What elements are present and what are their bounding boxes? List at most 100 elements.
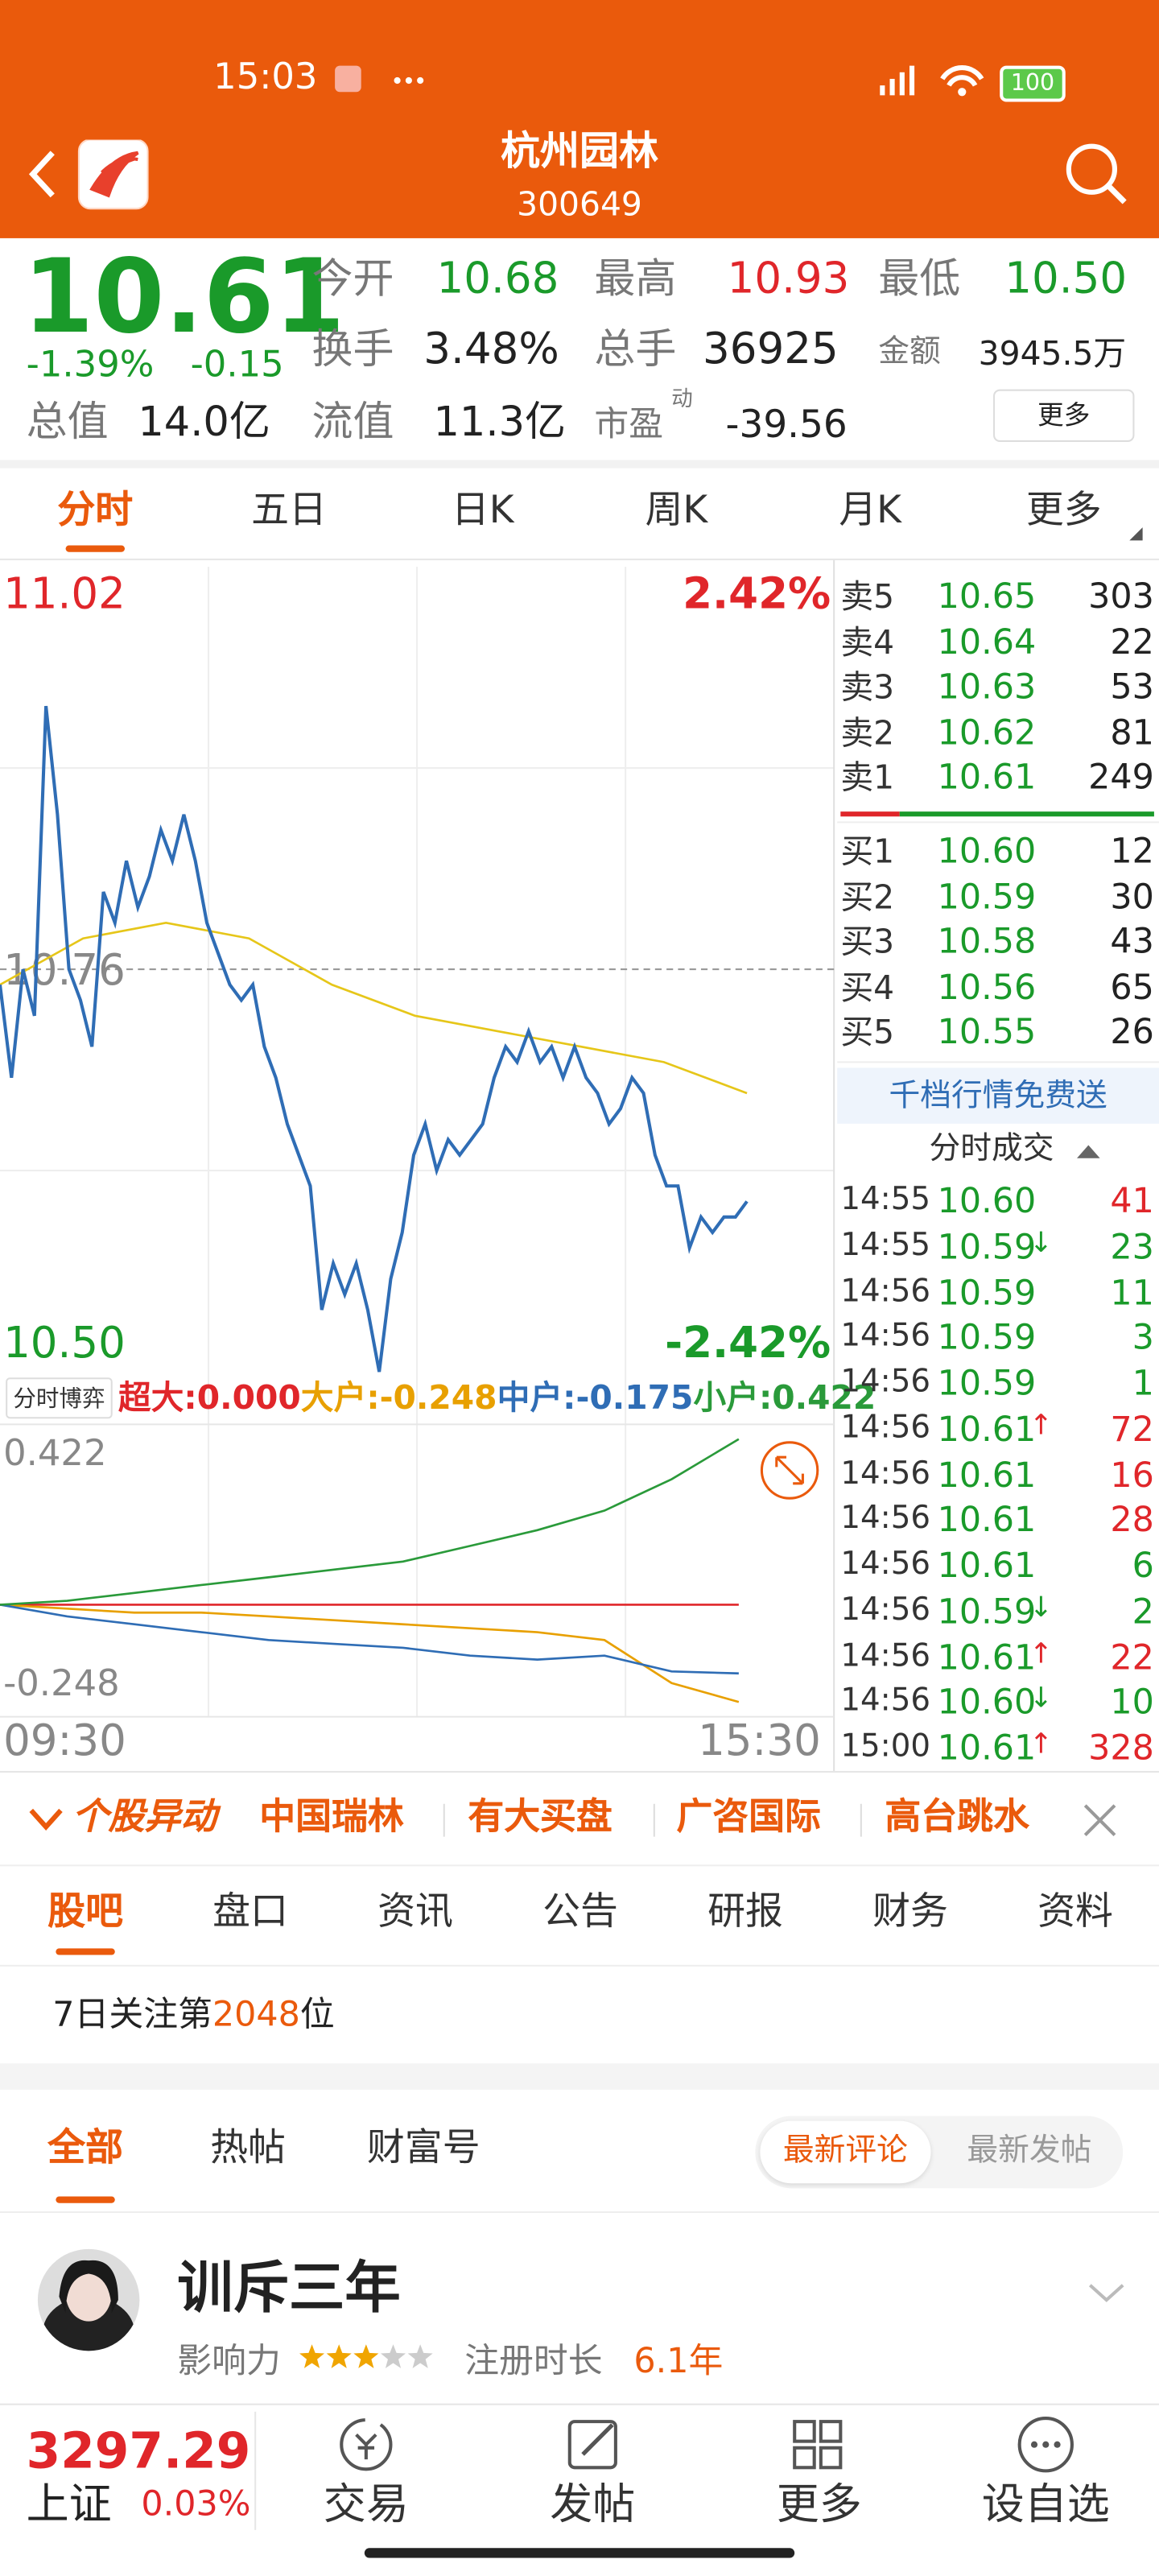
field-value: -39.56 <box>725 404 848 448</box>
nav-item[interactable]: 设自选 <box>981 2480 1110 2530</box>
header-bg <box>0 0 1159 238</box>
sort-option[interactable]: 最新评论 <box>782 2132 908 2169</box>
trade-time: 14:55 <box>840 1181 931 1218</box>
field-label: 总手 <box>594 325 677 374</box>
alerts-toggle[interactable] <box>27 1804 69 1837</box>
trade-price: 10.60 <box>937 1181 1037 1221</box>
trade-price: 10.59 <box>937 1591 1037 1632</box>
rank-number: 2048 <box>212 1994 300 2034</box>
y2-tick-label: 2.42% <box>683 568 831 618</box>
feed-tab[interactable]: 财富号 <box>366 2127 481 2170</box>
index-name[interactable]: 上证 <box>26 2480 112 2530</box>
chart-tab[interactable]: 月K <box>839 489 901 533</box>
header-left <box>28 139 149 210</box>
back-button[interactable] <box>28 151 55 198</box>
alerts-title: 个股异动 <box>72 1797 217 1839</box>
avg-line <box>0 921 748 1095</box>
trade-volume: 72 <box>1110 1409 1154 1449</box>
trade-price: 10.59 <box>937 1226 1037 1266</box>
book-price: 10.65 <box>937 576 1037 617</box>
book-volume: 249 <box>1088 757 1154 797</box>
avatar[interactable] <box>36 2248 142 2353</box>
trade-volume: 41 <box>1110 1181 1154 1221</box>
nav-item[interactable]: 发帖 <box>550 2480 636 2530</box>
feed-tab[interactable]: 热帖 <box>210 2127 286 2170</box>
section-tab[interactable]: 研报 <box>707 1890 783 1934</box>
trade-price: 10.61 <box>937 1455 1037 1495</box>
nav-item[interactable]: 交易 <box>323 2480 409 2530</box>
tab-indicator <box>65 545 126 552</box>
book-price: 10.55 <box>937 1012 1037 1052</box>
expand[interactable] <box>1087 2281 1126 2307</box>
legend-entry: 大户:-0.248 <box>301 1378 497 1417</box>
close-alerts[interactable] <box>1080 1801 1120 1840</box>
trade-volume: 10 <box>1110 1682 1154 1723</box>
trade-time: 14:56 <box>840 1591 931 1628</box>
chart-tab[interactable]: 日K <box>451 489 514 533</box>
field-label: 市盈 <box>594 404 664 444</box>
alert-item[interactable]: 有大买盘 <box>468 1797 612 1839</box>
book-volume: 81 <box>1110 712 1154 752</box>
book-label: 卖4 <box>840 621 895 662</box>
trade-arrow: ↓ <box>1029 1682 1053 1716</box>
field-label: 换手 <box>311 325 394 374</box>
trade-time: 14:56 <box>840 1546 931 1583</box>
alert-item[interactable]: 高台跳水 <box>885 1797 1029 1839</box>
trade-time: 14:56 <box>840 1318 931 1355</box>
trade-price: 10.61 <box>937 1409 1037 1449</box>
trade-arrow: ↑ <box>1029 1409 1053 1443</box>
index-value[interactable]: 3297.29 <box>26 2423 251 2481</box>
flow-label-box <box>6 1377 113 1419</box>
book-volume: 30 <box>1110 876 1154 916</box>
legend-entry: 小户:0.422 <box>693 1378 876 1417</box>
trade-time: 14:56 <box>840 1455 931 1492</box>
book-price: 10.61 <box>937 757 1037 797</box>
y-tick-label: 11.02 <box>3 568 126 618</box>
trade-time: 14:56 <box>840 1409 931 1446</box>
sort-toggle-active <box>760 2120 931 2184</box>
feed-tab[interactable]: 全部 <box>47 2127 123 2170</box>
section-tab[interactable]: 财务 <box>872 1890 948 1934</box>
book-label: 卖1 <box>840 757 895 797</box>
post-author[interactable]: 训斥三年 <box>177 2256 401 2322</box>
section-tab[interactable]: 资讯 <box>377 1890 453 1934</box>
trade-time: 14:55 <box>840 1226 931 1263</box>
section-tab[interactable]: 股吧 <box>47 1890 123 1934</box>
alert-item[interactable]: 中国瑞林 <box>259 1797 404 1839</box>
chart-tab[interactable]: 五日 <box>251 489 327 533</box>
gap <box>0 2063 1159 2090</box>
legend-entry: 超大:0.000 <box>118 1378 301 1417</box>
expand-button[interactable] <box>760 1441 819 1500</box>
change: -0.15 <box>190 345 284 386</box>
chart-tab[interactable]: 更多 <box>1025 489 1102 533</box>
sort-option[interactable]: 最新发帖 <box>967 2132 1092 2169</box>
nav-item[interactable]: 更多 <box>776 2480 862 2530</box>
book-volume: 65 <box>1110 967 1154 1006</box>
influence-label: 影响力 <box>177 2341 281 2381</box>
book-volume: 303 <box>1088 576 1154 617</box>
divider <box>254 2411 257 2530</box>
search-button[interactable] <box>1059 138 1133 212</box>
book-volume: 53 <box>1110 667 1154 707</box>
flow-line <box>0 1604 740 1703</box>
index-change[interactable]: 0.03% <box>141 2483 251 2524</box>
trade-arrow: ↑ <box>1029 1728 1053 1761</box>
chart-tab[interactable]: 周K <box>645 489 708 533</box>
star <box>353 2344 379 2368</box>
y2-tick-label: -2.42% <box>665 1318 831 1368</box>
trade-arrow: ↓ <box>1029 1226 1053 1260</box>
status-icons <box>335 65 424 93</box>
section-tab[interactable]: 公告 <box>542 1890 618 1934</box>
section-tab[interactable]: 资料 <box>1037 1890 1113 1934</box>
section-tab[interactable]: 盘口 <box>212 1890 288 1934</box>
alert-item[interactable]: 广咨国际 <box>676 1797 821 1839</box>
field-value: 10.50 <box>1004 254 1128 304</box>
field-label: 流值 <box>311 397 394 446</box>
book-price: 10.59 <box>937 876 1037 916</box>
field-label: 最低 <box>878 254 961 303</box>
expand-icon <box>775 1455 804 1485</box>
more-button[interactable]: 更多 <box>993 389 1135 442</box>
status-time: 15:03 <box>213 57 318 99</box>
promo-banner[interactable]: 千档行情免费送 <box>837 1067 1159 1124</box>
chart-tab[interactable]: 分时 <box>57 489 134 533</box>
